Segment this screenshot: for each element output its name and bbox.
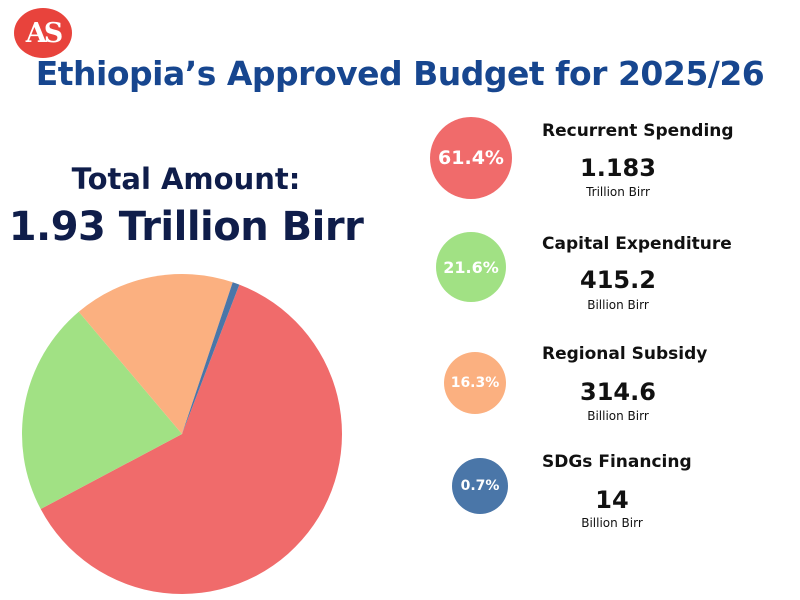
item-amount: 14 [595,486,629,514]
item-unit: Billion Birr [587,409,649,423]
legend-badge-recurrent-spending: 61.4% [430,117,512,199]
pie-slice-capital-expenditure [22,311,183,510]
pie-slice-sdgs-financing [182,282,240,434]
item-unit: Billion Birr [587,298,649,312]
item-amount: 415.2 [580,266,656,294]
percent-label: 61.4% [438,147,504,169]
item-name: Recurrent Spending [542,121,734,141]
item-name: Capital Expenditure [542,234,732,254]
page-title: Ethiopia’s Approved Budget for 2025/26 [35,54,765,93]
item-unit: Billion Birr [581,516,643,530]
item-name: SDGs Financing [542,452,692,472]
percent-label: 21.6% [443,257,499,277]
item-amount: 1.183 [580,154,656,182]
percent-label: 16.3% [450,375,500,391]
legend-badge-regional-subsidy: 16.3% [444,352,506,414]
total-amount-label: Total Amount: [71,162,301,196]
brand-logo: AS [14,8,72,58]
item-name: Regional Subsidy [542,344,708,364]
budget-pie-chart [22,274,343,594]
total-amount-value: 1.93 Trillion Birr [8,204,364,250]
item-unit: Trillion Birr [586,185,650,199]
pie-slice-regional-subsidy [78,274,233,434]
percent-label: 0.7% [460,478,500,494]
legend-badge-sdgs-financing: 0.7% [452,458,508,514]
item-amount: 314.6 [580,378,656,406]
legend-badge-capital-expenditure: 21.6% [436,232,506,302]
logo-text: AS [25,17,63,49]
pie-slice-recurrent-spending [40,284,343,594]
